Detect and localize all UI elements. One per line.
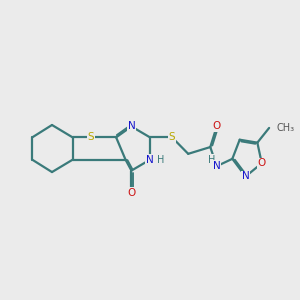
- Text: H: H: [208, 155, 215, 165]
- Text: H: H: [157, 155, 164, 165]
- Text: S: S: [169, 132, 175, 142]
- Text: N: N: [213, 161, 220, 171]
- Text: O: O: [213, 122, 221, 131]
- Text: S: S: [88, 132, 94, 142]
- Text: CH₃: CH₃: [277, 123, 295, 133]
- Text: N: N: [146, 155, 154, 165]
- Text: O: O: [127, 188, 136, 198]
- Text: O: O: [258, 158, 266, 168]
- Text: N: N: [242, 172, 250, 182]
- Text: N: N: [128, 122, 135, 131]
